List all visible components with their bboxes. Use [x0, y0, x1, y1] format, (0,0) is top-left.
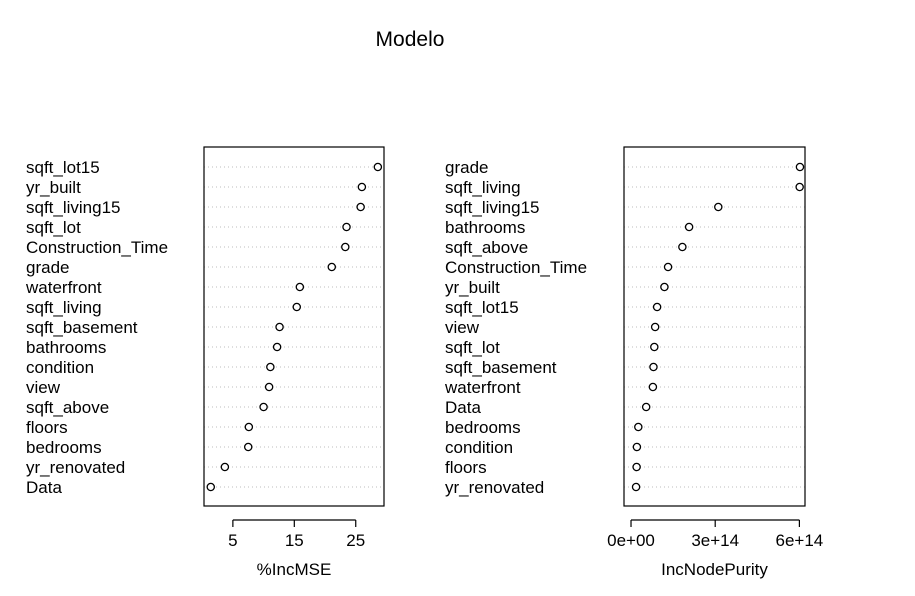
data-point	[243, 442, 253, 452]
category-label: floors	[26, 418, 68, 437]
data-point	[678, 242, 687, 252]
category-label: sqft_lot15	[445, 298, 519, 317]
data-point	[795, 162, 805, 172]
category-label: yr_built	[26, 178, 81, 197]
data-point	[631, 482, 641, 492]
category-label: sqft_lot	[445, 338, 500, 357]
category-label: condition	[26, 358, 94, 377]
category-label: grade	[26, 258, 69, 277]
x-tick-label: 6e+14	[776, 531, 824, 550]
data-point	[206, 482, 216, 492]
x-tick-label: 15	[285, 531, 304, 550]
data-point	[295, 282, 305, 292]
data-point	[634, 422, 643, 432]
data-point	[641, 402, 651, 412]
data-point	[275, 322, 284, 332]
category-label: Construction_Time	[26, 238, 168, 257]
importance-panel-incmse: sqft_lot15yr_builtsqft_living15sqft_lotC…	[25, 146, 385, 579]
data-point	[356, 202, 365, 212]
category-label: Data	[26, 478, 62, 497]
data-point	[650, 322, 660, 332]
category-label: sqft_lot	[26, 218, 81, 237]
data-point	[259, 402, 268, 412]
category-label: bathrooms	[26, 338, 106, 357]
category-label: grade	[445, 158, 488, 177]
data-point	[632, 462, 641, 472]
x-axis-title: %IncMSE	[257, 560, 332, 579]
data-point	[652, 302, 662, 312]
data-point	[220, 462, 230, 472]
category-label: bathrooms	[445, 218, 525, 237]
importance-panel-incnodepurity: gradesqft_livingsqft_living15bathroomssq…	[444, 146, 824, 579]
category-label: yr_renovated	[26, 458, 125, 477]
data-point	[650, 342, 659, 352]
category-label: view	[445, 318, 480, 337]
data-point	[795, 182, 804, 192]
category-label: yr_built	[445, 278, 500, 297]
data-point	[266, 362, 275, 372]
data-point	[660, 282, 669, 292]
data-point	[357, 182, 367, 192]
category-label: sqft_living15	[445, 198, 540, 217]
category-label: Data	[445, 398, 481, 417]
category-label: waterfront	[25, 278, 102, 297]
category-label: bedrooms	[445, 418, 521, 437]
category-label: floors	[445, 458, 487, 477]
category-label: sqft_above	[26, 398, 109, 417]
data-point	[327, 262, 337, 272]
x-tick-label: 5	[228, 531, 237, 550]
data-point	[373, 162, 383, 172]
data-point	[649, 362, 658, 372]
plot-frame	[623, 146, 806, 507]
plot-frame	[203, 146, 385, 507]
x-tick-label: 3e+14	[691, 531, 739, 550]
category-label: sqft_lot15	[26, 158, 100, 177]
category-label: bedrooms	[26, 438, 102, 457]
data-point	[684, 222, 694, 232]
category-label: condition	[445, 438, 513, 457]
data-point	[663, 262, 673, 272]
category-label: sqft_basement	[445, 358, 557, 377]
x-tick-label: 0e+00	[607, 531, 655, 550]
category-label: view	[26, 378, 61, 397]
data-point	[342, 222, 351, 232]
data-point	[341, 242, 350, 252]
figure-title: Modelo	[376, 28, 445, 51]
category-label: sqft_above	[445, 238, 528, 257]
data-point	[648, 382, 658, 392]
data-point	[292, 302, 302, 312]
category-label: Construction_Time	[445, 258, 587, 277]
category-label: sqft_living	[445, 178, 521, 197]
x-tick-label: 25	[346, 531, 365, 550]
data-point	[244, 422, 254, 432]
data-point	[272, 342, 282, 352]
category-label: sqft_living	[26, 298, 102, 317]
x-axis-title: IncNodePurity	[661, 560, 768, 579]
data-point	[264, 382, 274, 392]
category-label: sqft_basement	[26, 318, 138, 337]
data-point	[632, 442, 642, 452]
category-label: sqft_living15	[26, 198, 121, 217]
category-label: yr_renovated	[445, 478, 544, 497]
data-point	[714, 202, 723, 212]
category-label: waterfront	[444, 378, 521, 397]
